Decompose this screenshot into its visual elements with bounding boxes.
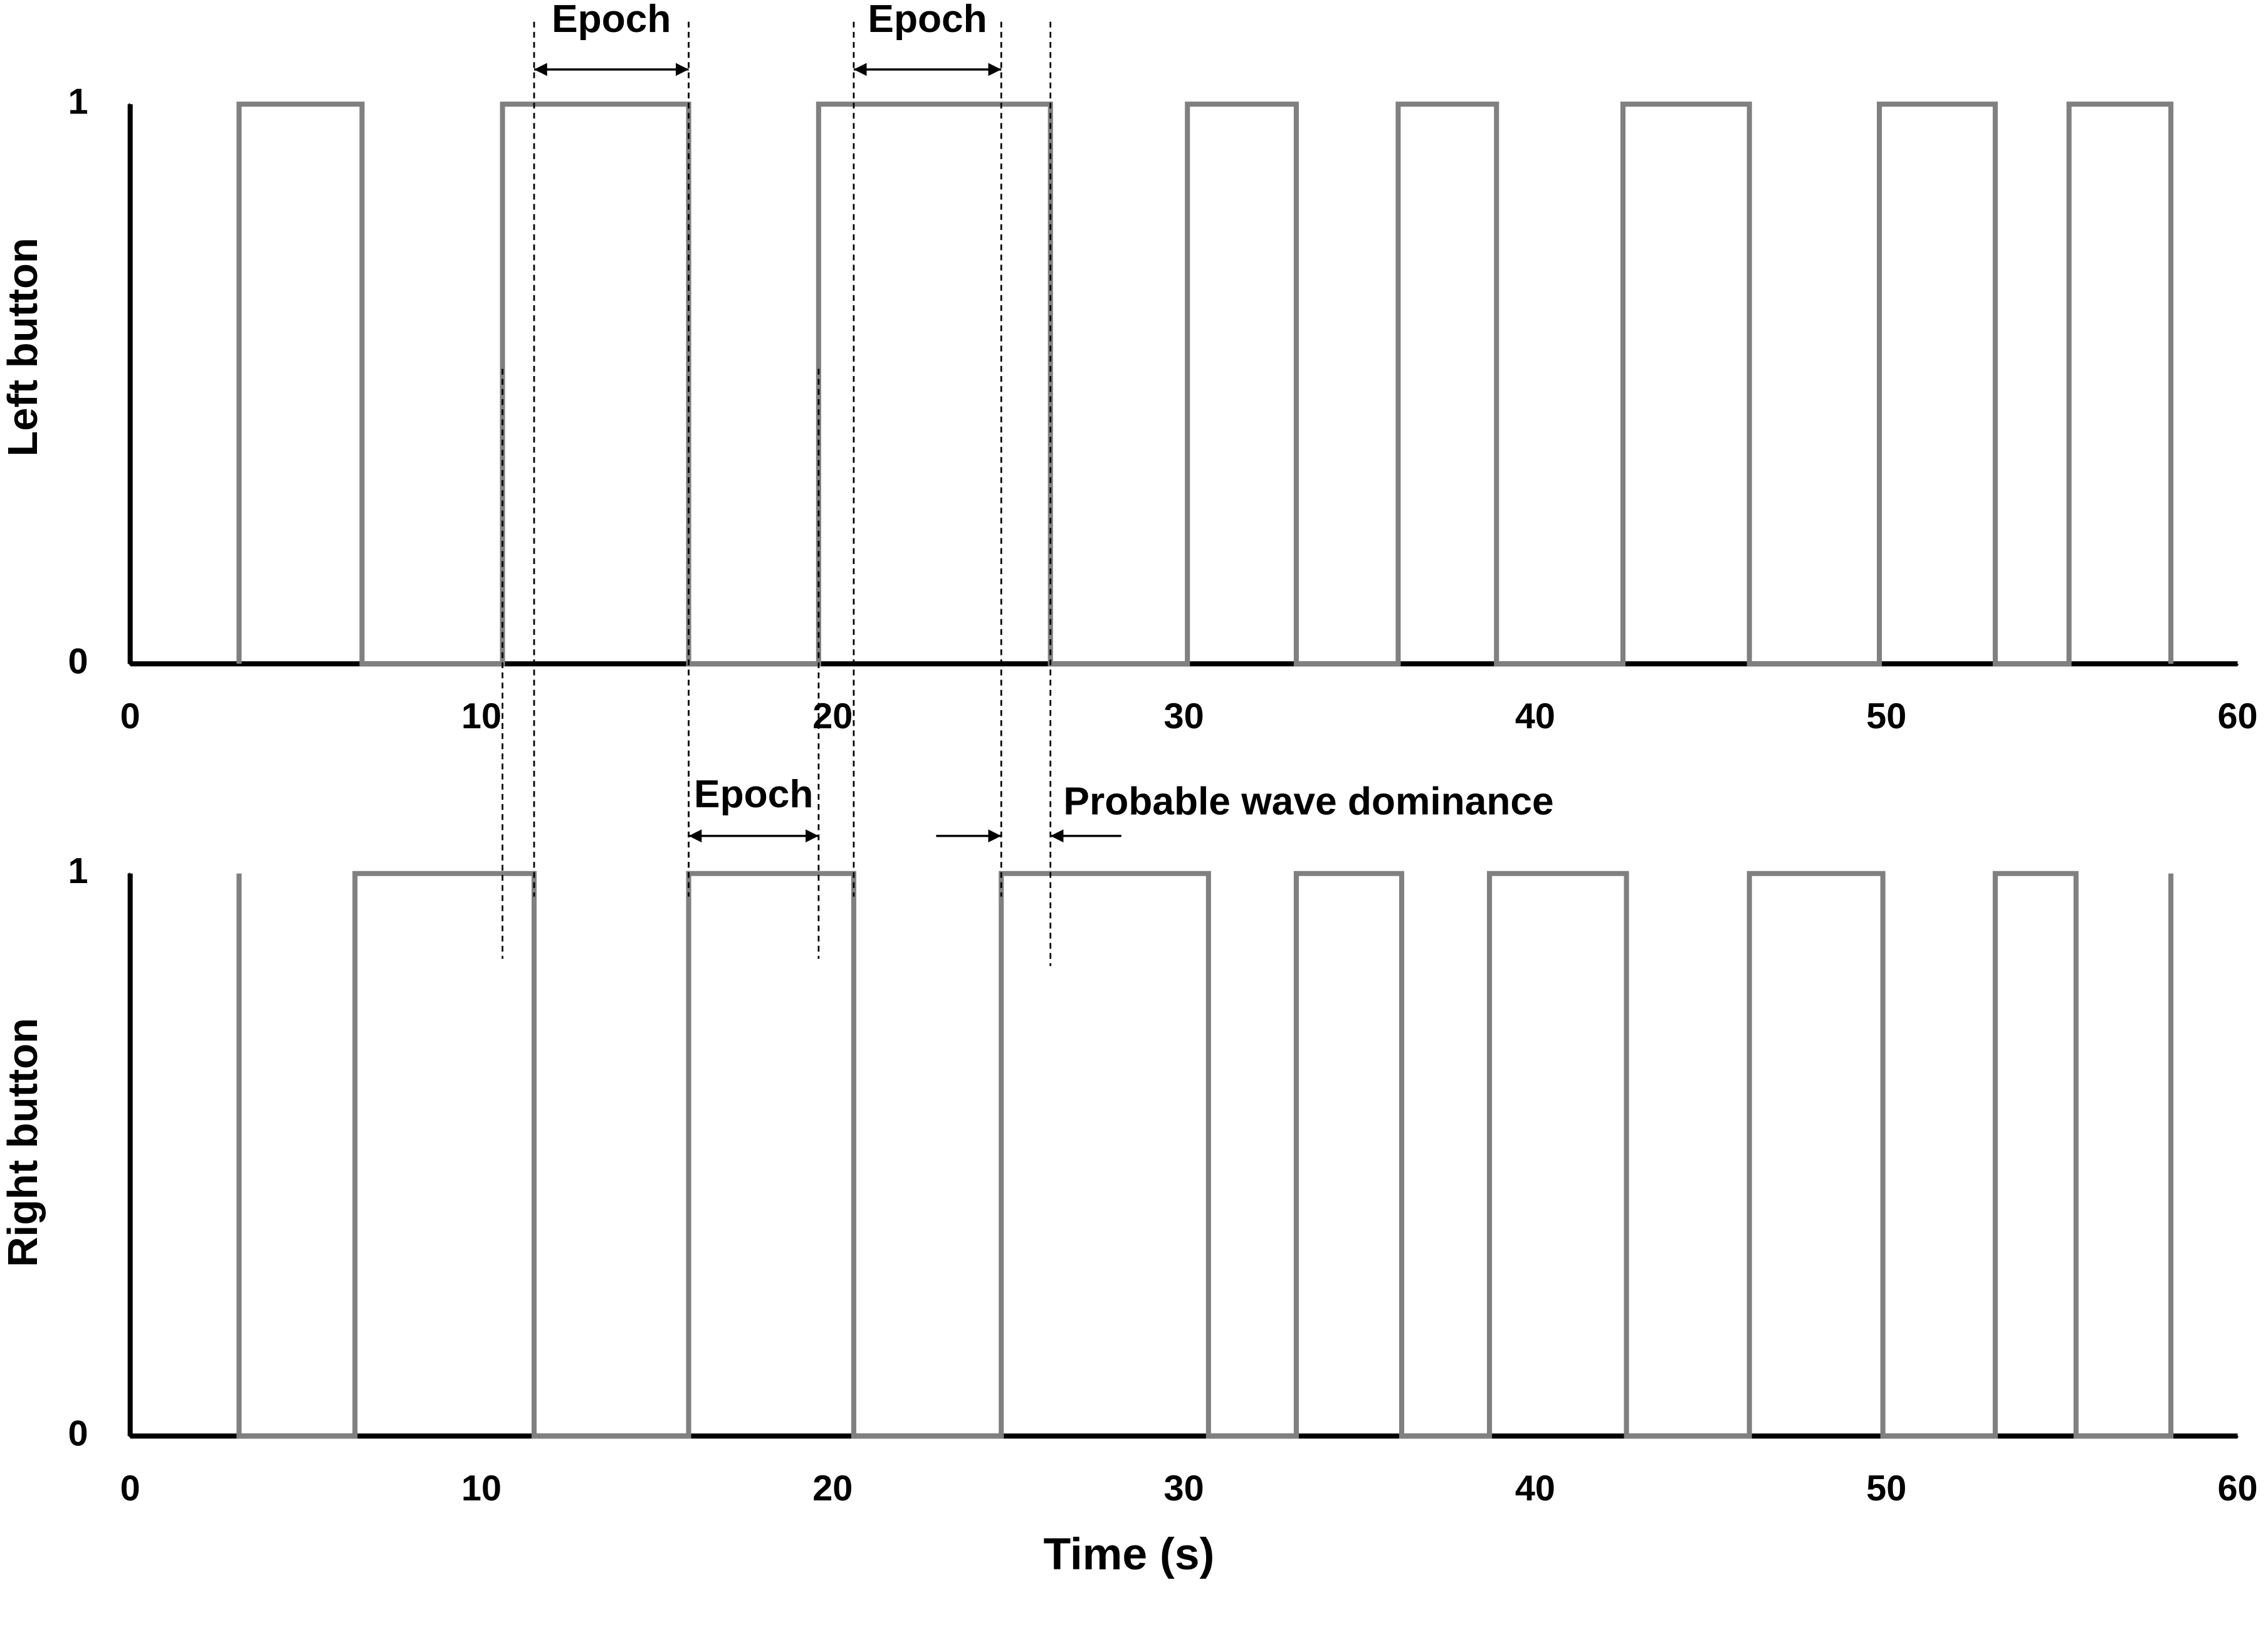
- x-tick-label: 30: [1164, 696, 1204, 736]
- annotation: Epoch: [868, 0, 987, 41]
- step-line: [236, 102, 2174, 667]
- y-axis-title: Left button: [0, 238, 46, 456]
- x-tick-label: 60: [2217, 1468, 2257, 1509]
- y-axis-title: Right button: [0, 1018, 46, 1267]
- y-tick-label: 1: [68, 81, 88, 122]
- x-tick-label: 60: [2217, 696, 2257, 736]
- annotation: Epoch: [552, 0, 671, 41]
- x-tick-label: 10: [461, 696, 501, 736]
- x-tick-label: 30: [1164, 1468, 1204, 1509]
- y-tick-label: 0: [68, 641, 88, 681]
- x-axis-title: Time (s): [1043, 1529, 1214, 1579]
- y-tick-label: 0: [68, 1414, 88, 1454]
- annotation: Epoch: [694, 773, 813, 816]
- x-tick-label: 50: [1866, 1468, 1906, 1509]
- x-tick-label: 50: [1866, 696, 1906, 736]
- y-tick-label: 1: [68, 851, 88, 891]
- x-tick-label: 40: [1515, 1468, 1555, 1509]
- x-tick-label: 0: [120, 1468, 140, 1509]
- x-tick-label: 10: [461, 1468, 501, 1509]
- annotation: Probable wave dominance: [1063, 780, 1553, 823]
- x-tick-label: 0: [120, 696, 140, 736]
- x-tick-label: 20: [812, 1468, 853, 1509]
- x-tick-label: 40: [1515, 696, 1555, 736]
- step-line: [236, 871, 2174, 1439]
